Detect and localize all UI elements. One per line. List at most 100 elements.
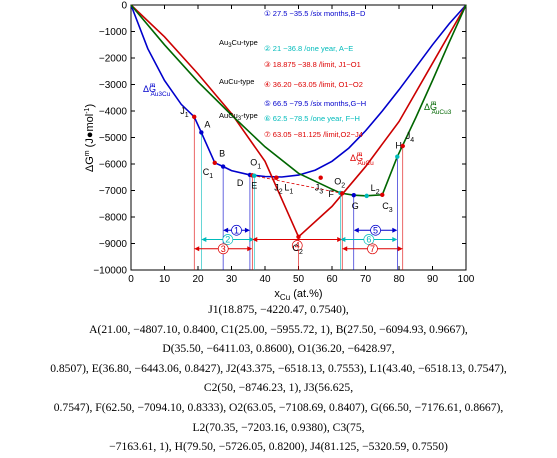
x-tick-label: 100 [458,274,475,285]
x-tick-label: 80 [393,274,405,285]
y-axis-label: ΔGm (J●mol-1) [84,104,96,172]
range-markers: 123 4 567 [193,116,404,270]
x-tick-label: 60 [326,274,338,285]
legend-entry: ⑥ 62.5 ~78.5 /one year, F~H [264,114,360,123]
arrow-head [223,227,229,233]
point-label: C2 [293,243,304,256]
y-tick-label: −10000 [93,266,127,277]
point-label: L2 [371,183,380,196]
arrow-head [392,237,398,243]
range-number: 6 [366,235,371,245]
legend-entry: ⑤ 66.5 ~79.5 /six months,G~H [264,99,366,108]
range-number: 1 [234,225,239,235]
caption-line: 0.7547), F(62.50, −7094.10, 0.8333), O2(… [53,400,504,414]
y-tick-label: −1000 [99,27,128,38]
point-label: E [251,181,257,191]
range-number-badge [367,243,378,255]
legend: Au3Cu-type AuCu-type AuCu3-type ① 27.5 ~35.… [143,9,452,167]
y-tick-label: −8000 [99,213,128,224]
legend-entry: ④ 36.20 ~63.05 /limit, O1~O2 [264,80,363,89]
data-point [274,175,279,180]
data-point [220,164,226,169]
point-label: A [204,119,210,129]
caption-line: L2(70.35, −7203.16, 0.9380), C3(75, [192,420,365,434]
point-label: D [237,178,244,188]
point-label: C1 [203,167,214,180]
point-label: B [219,149,225,159]
point-label: H [395,141,402,151]
data-point [395,154,400,159]
arrow-head [392,227,398,233]
legend-entry: ③ 18.875 ~38.8 /limit, J1~O1 [264,60,361,69]
range-number-badge [291,240,303,251]
curve-label: ΔGm AuCu [350,151,374,167]
x-tick-label: 50 [293,274,305,285]
curve-label: ΔGm AuCu3 [424,100,452,116]
arrow-head [249,237,255,243]
y-tick-label: −6000 [99,160,128,171]
x-tick-label: 40 [259,274,271,285]
data-point [380,192,385,198]
data-point [340,191,345,196]
y-tick-label: −2000 [99,54,128,65]
range-number-badge [217,243,229,255]
range-number-badge [231,224,242,236]
x-tick-label: 0 [128,274,134,285]
point-label: L1 [284,183,293,196]
arrow-head [194,246,200,252]
x-tick-label: 30 [226,274,238,285]
caption-line: C2(50, −8746.23, 1), J3(56.625, [203,381,354,395]
data-point [296,234,301,239]
arrow-head [252,237,258,243]
range-number: 4 [295,241,300,251]
y-tick-label: −4000 [99,107,128,118]
range-number: 5 [373,225,378,235]
arrow-head [353,227,359,233]
data-point [212,160,217,166]
point-coordinates-caption: J1(18.875, −4220.47, 0.7540), A(21.00, −4… [8,300,549,457]
caption-line: J1(18.875, −4220.47, 0.7540), [208,303,349,316]
data-point [364,193,369,199]
arrow-head [397,246,403,252]
series-line [130,4,467,178]
point-label: J4 [406,131,415,144]
legend-entry: ⑦ 63.05 ~81.125 /limit,O2~J4 [264,130,363,139]
series-line [130,4,467,197]
range-number-badge [363,234,375,245]
arrow-head [201,237,207,243]
common-tangent [252,174,343,194]
data-point [199,130,204,135]
point-label: J1 [180,106,189,119]
caption-line: A(21.00, −4807.10, 0.8400, C1(25.00, −59… [89,322,468,336]
data-point [400,143,405,149]
y-tick-label: −7000 [99,186,128,197]
type-label: AuCu3-type [219,111,258,122]
x-tick-label: 70 [360,274,372,285]
arrow-head [340,237,346,243]
data-point [252,173,257,178]
range-number: 7 [370,244,375,254]
point-label: O1 [250,157,261,170]
data-point [351,192,356,198]
legend-entry: ② 21 ~36.8 /one year, A~E [264,44,353,53]
x-tick-label: 20 [192,274,204,285]
range-number-badge [370,224,381,236]
arrow-head [247,246,253,252]
range-number: 3 [221,244,226,254]
y-tick-label: 0 [121,1,127,12]
point-label: G [352,201,359,211]
range-number: 2 [225,235,230,245]
point-label: J3 [315,183,324,196]
arrow-head [342,246,348,252]
point-label: O2 [334,176,345,189]
point-label: F [328,189,334,199]
x-tick-label: 90 [427,274,439,285]
type-label: AuCu-type [219,77,254,86]
gibbs-energy-chart: 0 10 20 30 40 50 60 70 80 90 100 0 −1000 −2000 −3000 −4… [84,1,475,301]
legend-entry: ① 27.5 ~35.5 /six months,B~D [264,9,366,18]
caption-line: −7163.61, 1), H(79.50, −5726.05, 0.8200)… [109,440,448,454]
y-tick-label: −9000 [99,239,128,250]
y-tick-label: −5000 [99,133,128,144]
arrow-head [244,227,250,233]
